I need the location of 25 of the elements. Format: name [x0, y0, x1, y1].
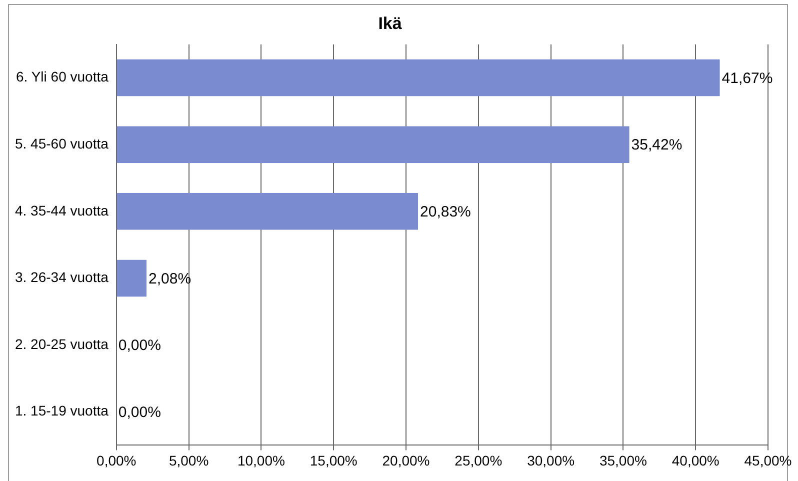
x-tick-label: 35,00%: [599, 452, 647, 468]
y-tick-label: 3. 26-34 vuotta: [14, 269, 109, 286]
x-tick-label: 25,00%: [454, 452, 502, 468]
x-tick-label: 5,00%: [168, 452, 209, 468]
x-tick-label: 15,00%: [310, 452, 358, 468]
x-tick-label: 40,00%: [672, 452, 720, 468]
bar: [116, 59, 720, 96]
x-tick-label: 0,00%: [96, 452, 136, 468]
data-label: 35,42%: [631, 136, 682, 154]
chart-title: Ikä: [378, 14, 402, 33]
data-label: 20,83%: [420, 204, 471, 221]
bar: [116, 260, 147, 297]
x-tick-label: 30,00%: [527, 452, 575, 468]
y-tick-label: 5. 45-60 vuotta: [14, 135, 109, 152]
y-tick-label: 6. Yli 60 vuotta: [16, 68, 109, 85]
x-tick-label: 20,00%: [382, 452, 430, 468]
y-tick-label: 4. 35-44 vuotta: [14, 202, 109, 218]
x-tick-label: 10,00%: [237, 452, 285, 468]
x-tick-label: 45,00%: [744, 452, 792, 468]
bar: [116, 193, 418, 230]
y-tick-label: 1. 15-19 vuotta: [14, 402, 109, 419]
bar: [116, 126, 630, 163]
y-tick-label: 2. 20-25 vuotta: [14, 336, 109, 352]
data-label: 0,00%: [118, 404, 161, 421]
data-label: 0,00%: [118, 337, 161, 354]
